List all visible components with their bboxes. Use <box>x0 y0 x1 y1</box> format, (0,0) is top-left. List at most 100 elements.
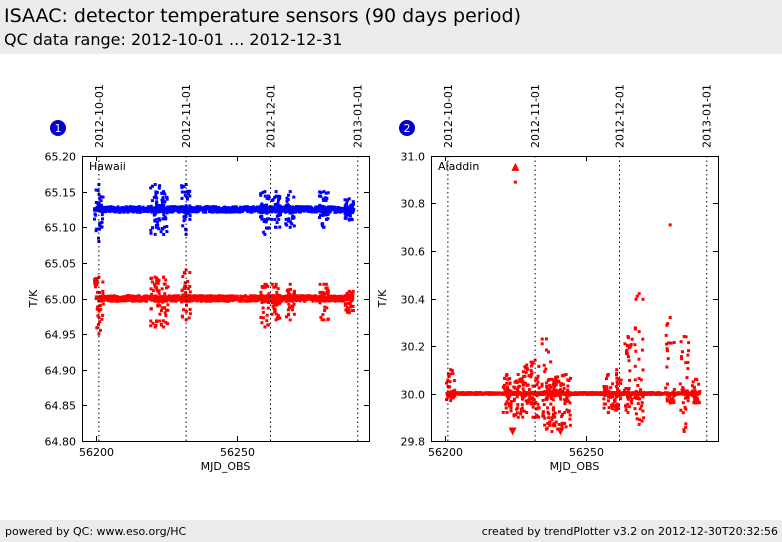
data-point <box>240 299 244 303</box>
data-point <box>640 404 644 408</box>
data-point <box>174 299 177 303</box>
data-point <box>326 217 330 221</box>
sensor-annotation: Hawaii <box>89 160 126 173</box>
data-point <box>277 198 280 202</box>
data-point <box>666 391 670 395</box>
data-point <box>665 323 669 327</box>
data-point <box>94 188 98 192</box>
data-point <box>633 326 637 330</box>
data-point <box>267 292 271 296</box>
data-point <box>278 316 282 320</box>
data-point <box>323 196 327 200</box>
data-point <box>552 389 556 393</box>
data-point <box>616 382 620 386</box>
data-point <box>273 196 277 199</box>
data-point <box>545 385 549 388</box>
y-tick-label: 30.8 <box>401 198 426 211</box>
data-point <box>552 412 555 416</box>
data-point <box>181 207 185 211</box>
data-point <box>292 292 296 296</box>
data-point <box>290 222 294 226</box>
data-point <box>516 388 520 392</box>
data-point <box>162 232 166 236</box>
data-point <box>96 314 100 318</box>
data-point <box>551 398 555 402</box>
chart-panel-1: 2012-10-01 2012-11-01 2012-12-01 2013-01-01… <box>27 84 370 473</box>
data-point <box>515 381 519 385</box>
data-point <box>289 287 293 291</box>
panel-number-label: 1 <box>55 122 62 135</box>
data-point <box>515 395 519 399</box>
data-point <box>160 191 164 195</box>
data-point <box>162 275 166 279</box>
data-point <box>350 309 354 313</box>
data-point <box>624 404 627 408</box>
data-point <box>686 360 690 364</box>
data-point <box>613 398 617 402</box>
data-point <box>98 304 102 308</box>
data-point <box>697 400 700 404</box>
data-point <box>286 313 290 317</box>
data-point <box>605 387 609 391</box>
data-point <box>665 365 669 369</box>
data-point <box>180 300 184 304</box>
data-point <box>182 287 186 291</box>
data-point <box>155 320 159 324</box>
data-point <box>681 411 685 415</box>
data-point <box>277 293 281 297</box>
data-point <box>547 387 551 391</box>
data-point <box>149 319 153 323</box>
data-point <box>100 210 104 214</box>
data-point <box>607 393 611 397</box>
data-point <box>450 396 454 400</box>
data-point <box>217 298 221 302</box>
data-point <box>122 210 126 214</box>
data-point <box>188 290 192 294</box>
data-point <box>520 406 524 410</box>
data-point <box>349 305 353 309</box>
data-point <box>318 194 321 198</box>
data-point <box>680 355 683 359</box>
data-point <box>535 383 539 387</box>
data-point <box>260 214 264 218</box>
data-point <box>670 392 674 396</box>
data-point <box>263 298 267 302</box>
data-point <box>549 397 553 400</box>
data-point <box>615 376 619 380</box>
data-point <box>552 406 556 410</box>
data-point <box>549 385 553 389</box>
data-point <box>505 411 509 414</box>
data-point <box>531 384 535 388</box>
data-point <box>351 211 354 215</box>
data-point <box>153 219 157 223</box>
data-point <box>633 378 637 382</box>
data-point <box>666 357 670 361</box>
data-point <box>135 210 139 214</box>
data-point <box>566 384 570 388</box>
data-point <box>181 275 185 279</box>
data-point <box>95 227 99 231</box>
data-point <box>185 299 189 303</box>
data-point <box>678 382 682 386</box>
data-point <box>624 408 628 412</box>
data-point <box>624 387 628 390</box>
data-point <box>344 308 348 312</box>
data-point <box>299 210 302 214</box>
data-point <box>277 210 280 213</box>
data-point <box>265 196 269 200</box>
data-point <box>127 298 131 302</box>
data-point <box>326 294 330 298</box>
data-point <box>522 395 526 399</box>
data-point <box>515 407 519 411</box>
panel-number-label: 2 <box>404 122 411 135</box>
footer-powered-by[interactable]: powered by QC: www.eso.org/HC <box>5 525 187 538</box>
data-point <box>98 227 101 231</box>
data-point <box>637 330 641 334</box>
data-point <box>695 396 699 400</box>
data-point <box>553 411 557 415</box>
data-point <box>182 296 186 300</box>
data-point <box>611 391 615 394</box>
data-point <box>512 413 516 417</box>
data-point <box>186 189 190 193</box>
chart-panel-2: 2012-10-01 2012-11-01 2012-12-01 2013-01-01… <box>376 84 719 473</box>
